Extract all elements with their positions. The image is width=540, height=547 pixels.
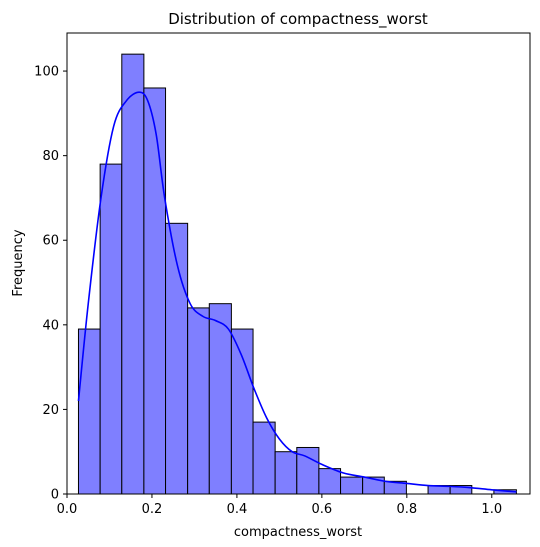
histogram-bar-11: [318, 468, 342, 495]
histogram-bar-8: [252, 421, 276, 495]
x-tick-label: 0.0: [57, 502, 78, 517]
x-tick-label: 1.0: [481, 502, 502, 517]
y-tick-label: 40: [42, 318, 59, 333]
x-tick-label: 0.8: [396, 502, 417, 517]
y-tick-label: 0: [51, 488, 59, 503]
y-tick-label: 80: [42, 149, 59, 164]
histogram-bar-0: [77, 328, 101, 495]
histogram-bar-2: [121, 53, 145, 495]
x-tick-label: 0.4: [227, 502, 248, 517]
histogram-bar-12: [340, 476, 364, 495]
histogram-bar-5: [187, 307, 210, 495]
x-axis-label: compactness_worst: [234, 525, 362, 540]
histogram-bar-1: [99, 163, 123, 495]
histogram-bars: [77, 53, 517, 495]
x-tick-label: 0.6: [312, 502, 333, 517]
kde-curve: [77, 91, 517, 493]
chart-title: Distribution of compactness_worst: [168, 10, 428, 29]
x-axis-ticks: 0.0 0.2 0.4 0.6 0.8 1.0: [57, 494, 502, 517]
y-axis-label: Frequency: [11, 229, 26, 296]
plot-frame: [66, 32, 531, 495]
y-tick-label: 100: [34, 65, 59, 80]
x-tick-label: 0.2: [142, 502, 163, 517]
histogram-bar-9: [274, 451, 298, 495]
histogram-bar-3: [143, 87, 167, 495]
y-tick-label: 20: [42, 403, 59, 418]
y-axis-ticks: 0 20 40 60 80 100: [34, 65, 67, 503]
histogram-bar-7: [230, 328, 254, 495]
y-tick-label: 60: [42, 234, 59, 249]
histogram-bar-6: [208, 303, 232, 495]
